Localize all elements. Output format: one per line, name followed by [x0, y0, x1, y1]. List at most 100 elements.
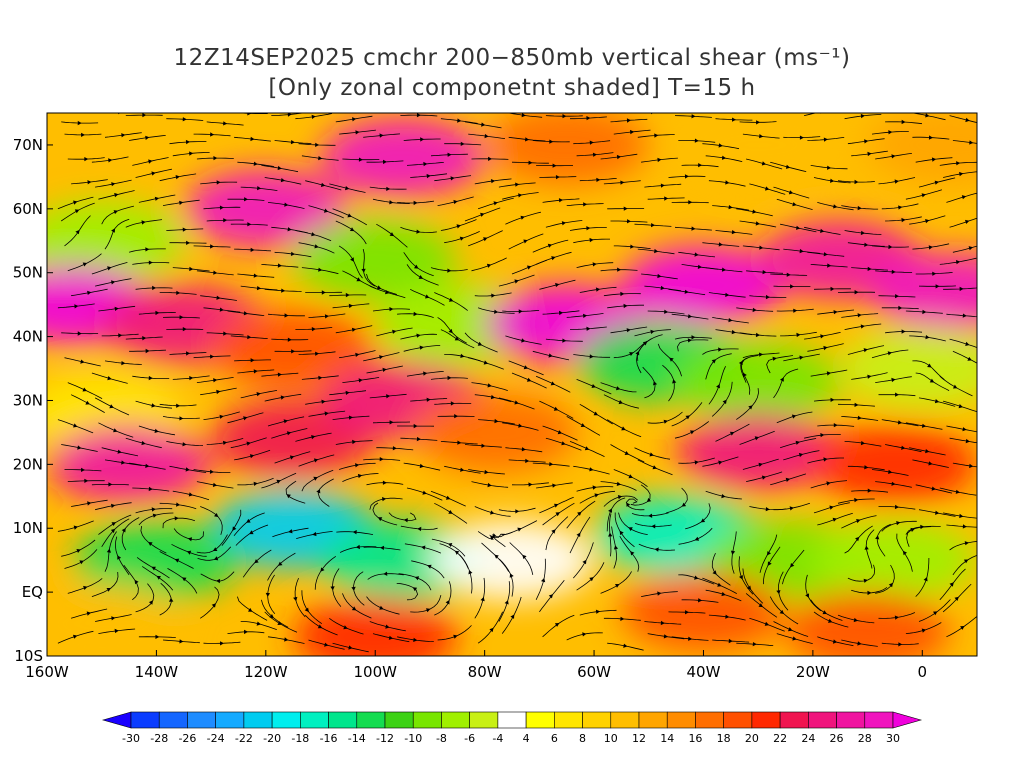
streamline-arrow	[75, 229, 80, 235]
streamline-arrow	[921, 193, 926, 198]
streamline-arrow	[860, 324, 865, 329]
streamline-arrow	[923, 577, 928, 582]
streamline-arrow	[867, 151, 872, 157]
streamline-arrow	[152, 285, 157, 291]
field-sample	[293, 219, 458, 300]
streamline-arrow	[651, 223, 655, 228]
streamline-arrow	[108, 158, 113, 163]
streamline-arrow	[765, 507, 770, 512]
streamline-arrow	[551, 529, 556, 534]
streamline-arrow	[790, 563, 795, 568]
streamline-arrow	[928, 245, 933, 250]
streamline-arrow	[222, 440, 228, 445]
colorbar-label: -16	[320, 732, 338, 745]
streamline-arrow	[413, 423, 418, 429]
streamline-arrow	[758, 462, 763, 467]
colorbar-box	[441, 711, 470, 729]
streamline-arrow	[352, 439, 357, 445]
streamline-arrow	[829, 505, 834, 510]
streamline-arrow	[412, 587, 418, 592]
streamline-arrow	[786, 272, 791, 277]
streamline-arrow	[145, 247, 150, 252]
streamline-arrow	[152, 513, 158, 518]
streamline-arrow	[901, 445, 906, 450]
streamline-arrow	[77, 120, 82, 126]
streamline-arrow	[355, 544, 360, 550]
x-tick-label: 160W	[25, 663, 69, 681]
colorbar-box	[243, 711, 273, 729]
streamline-arrow	[179, 416, 184, 421]
streamline-arrow	[854, 497, 859, 503]
colorbar-box	[836, 711, 866, 729]
streamline-arrow	[492, 533, 497, 538]
streamline-arrow	[447, 543, 453, 547]
field-sample	[293, 596, 458, 656]
streamline-arrow	[490, 179, 496, 184]
streamline-arrow	[823, 457, 828, 462]
streamline-arrow	[582, 632, 587, 637]
streamline-arrow	[250, 136, 255, 142]
colorbar: -30 -28 -26 -24 -22 -20 -18 -16 -14 -12 -10 -8 -6 -4 4…	[101, 711, 923, 745]
streamline-arrow	[962, 427, 967, 432]
streamline-arrow	[805, 593, 809, 598]
streamline-arrow	[756, 120, 761, 125]
streamline-arrow	[350, 257, 354, 262]
streamline-arrow	[927, 363, 932, 368]
streamline-arrow	[935, 510, 940, 515]
streamline-arrow	[618, 400, 623, 405]
streamline-arrow	[964, 541, 969, 546]
streamline-arrow	[483, 360, 489, 365]
streamline-arrow	[514, 400, 519, 405]
streamline-arrow	[626, 118, 631, 123]
streamline-arrow	[113, 210, 118, 215]
streamline-arrow	[74, 304, 79, 309]
streamline-arrow	[788, 627, 793, 632]
field-sample	[676, 113, 841, 185]
streamline-arrow	[755, 221, 760, 226]
streamline-arrow	[257, 186, 262, 191]
streamline-arrow	[857, 415, 862, 420]
streamline-arrow	[721, 494, 726, 499]
colorbar-box	[215, 711, 245, 729]
streamline-arrow	[148, 542, 153, 546]
streamline-arrow	[551, 256, 556, 261]
streamline-arrow	[426, 173, 431, 179]
streamline-arrow	[145, 135, 150, 140]
streamline-arrow	[311, 435, 316, 440]
streamline-arrow	[151, 566, 156, 571]
field-sample	[812, 424, 977, 505]
streamline-arrow	[928, 135, 933, 140]
streamline-arrow	[613, 545, 619, 550]
streamline-arrow	[891, 481, 896, 486]
streamline-arrow	[796, 225, 801, 230]
streamline-arrow	[315, 142, 320, 147]
streamline-arrow	[213, 270, 218, 275]
streamline-arrow	[754, 436, 760, 441]
streamline-arrow	[672, 379, 677, 384]
streamline-arrow	[480, 212, 485, 217]
streamline-arrow	[293, 596, 298, 602]
streamline-arrow	[286, 494, 291, 499]
streamline-arrow	[617, 267, 622, 272]
streamline-arrow	[419, 463, 424, 469]
streamline-arrow	[857, 205, 862, 211]
streamline-arrow	[867, 590, 872, 596]
streamline-arrow	[820, 228, 825, 233]
streamline-arrow	[557, 430, 563, 435]
streamline-arrow	[663, 419, 668, 424]
streamline-arrow	[278, 561, 283, 566]
streamline-arrow	[688, 314, 693, 319]
streamline-arrow	[793, 308, 798, 313]
chart-title: 12Z14SEP2025 cmchr 200−850mb vertical sh…	[173, 45, 851, 71]
streamline-arrow	[423, 371, 428, 376]
streamline-arrow	[929, 378, 935, 383]
streamline-arrow	[651, 524, 656, 529]
streamline-arrow	[454, 414, 459, 419]
streamline-arrow	[179, 315, 184, 320]
colorbar-label: 26	[830, 732, 844, 745]
streamline-arrow	[323, 208, 329, 213]
colorbar-box	[412, 711, 442, 729]
streamline-arrow	[959, 171, 964, 177]
streamline-arrow	[413, 200, 418, 206]
y-axis: 70N 60N 50N 40N 30N 20N 10N EQ 10S	[13, 136, 53, 665]
